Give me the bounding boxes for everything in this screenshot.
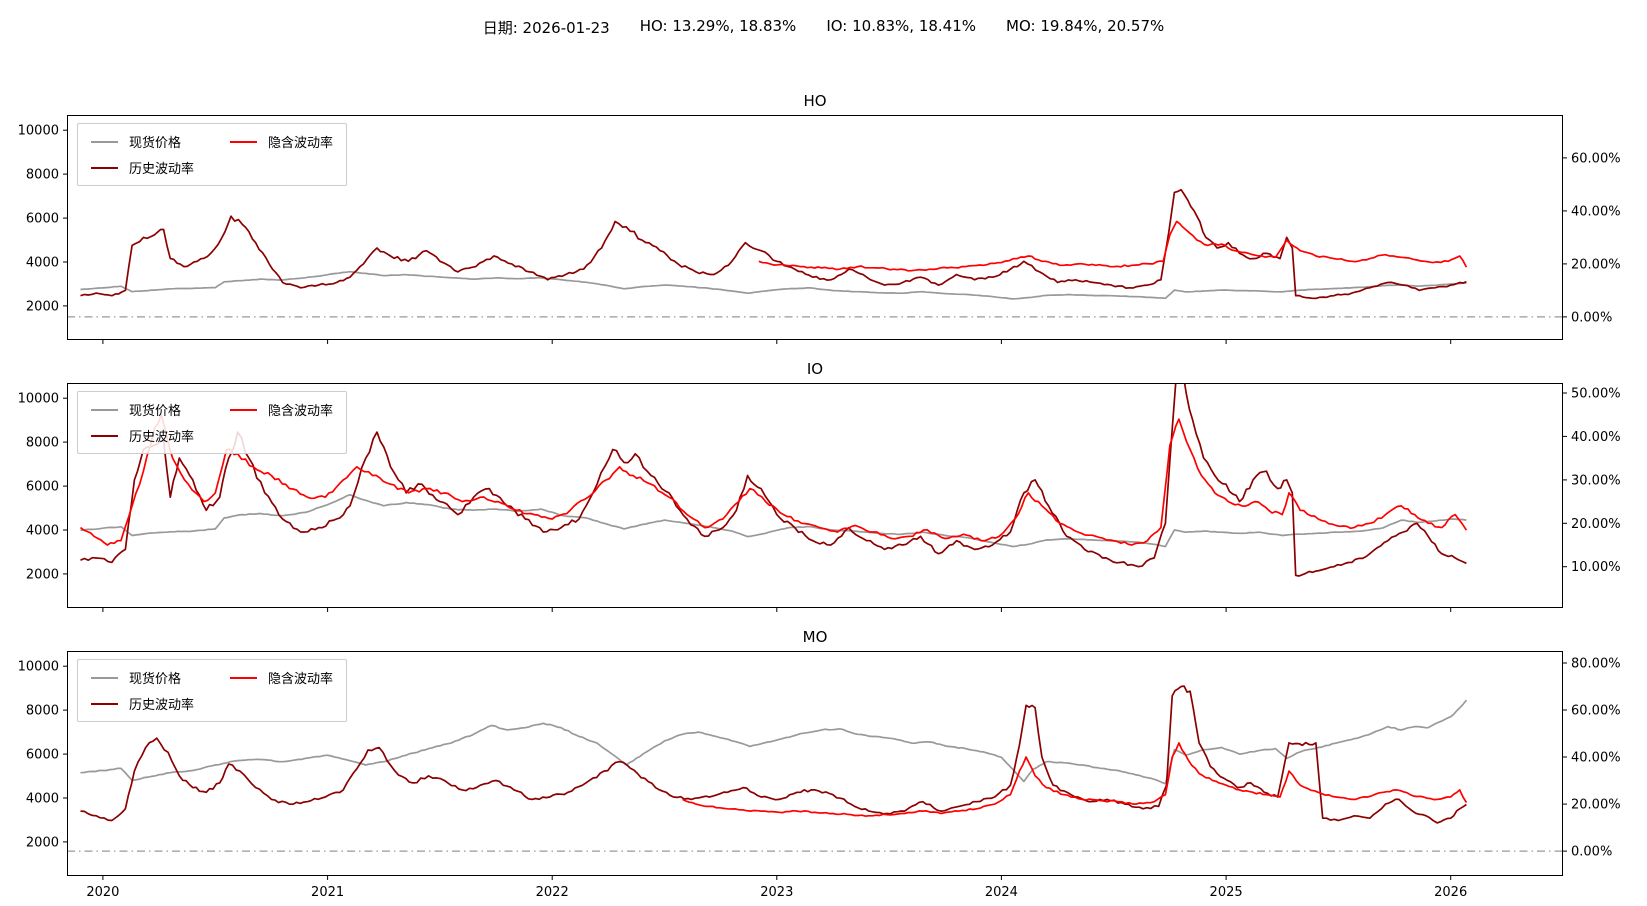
x-tick-label: 2020	[86, 885, 119, 900]
x-tick-label: 2026	[1434, 885, 1467, 900]
panel-title-ho: HO	[803, 92, 827, 110]
series-hist_vol	[80, 188, 1467, 300]
chart-mo: 2000 4000 6000 8000 10000 0.00% 20.00% 40.00% 60…	[18, 651, 1621, 900]
y-tick-label-left: 4000	[26, 524, 59, 539]
y-tick-label-right: 40.00%	[1571, 751, 1621, 766]
plot-area-mo: 2000 4000 6000 8000 10000 0.00% 20.00% 40.00% 60…	[18, 651, 1621, 900]
y-tick-label-right: 40.00%	[1571, 430, 1621, 445]
legend-item-hist_vol: 历史波动率	[91, 694, 194, 713]
legend-item-spot: 现货价格	[91, 400, 194, 419]
series-impl_vol	[79, 413, 1468, 546]
series-impl_vol	[682, 742, 1468, 817]
series-impl_vol	[758, 220, 1468, 272]
legend-item-impl_vol: 隐含波动率	[230, 668, 333, 687]
y-tick-label-right: 0.00%	[1571, 845, 1612, 860]
y-tick-label-left: 8000	[26, 168, 59, 183]
y-tick-label-left: 2000	[26, 835, 59, 850]
y-tick-label-left: 6000	[26, 480, 59, 495]
x-tick-label: 2023	[760, 885, 793, 900]
series-hist_vol	[80, 685, 1467, 824]
spot-line-swatch-icon	[91, 408, 118, 411]
y-tick-label-left: 10000	[18, 660, 59, 675]
x-tick-label: 2021	[311, 885, 344, 900]
y-tick-label-right: 60.00%	[1571, 151, 1621, 166]
y-tick-label-left: 10000	[18, 392, 59, 407]
spot-line-swatch-icon	[91, 676, 118, 679]
y-tick-label-right: 40.00%	[1571, 204, 1621, 219]
plot-area-io: 2000 4000 6000 8000 10000 10.00% 20.00% 30.00% 4…	[18, 383, 1621, 612]
ho-summary: HO: 13.29%, 18.83%	[639, 17, 797, 35]
legend-item-spot: 现货价格	[91, 132, 194, 151]
y-tick-label-left: 4000	[26, 792, 59, 807]
legend-label-hist_vol: 历史波动率	[129, 430, 195, 445]
plot-border	[67, 115, 1563, 340]
y-tick-label-right: 20.00%	[1571, 517, 1621, 532]
figure-title: 日期: 2026-01-23 HO: 13.29%, 18.83% IO: 10…	[0, 17, 1647, 38]
y-tick-label-right: 50.00%	[1571, 387, 1621, 402]
legend-label-impl_vol: 隐含波动率	[268, 404, 334, 419]
legend-label-spot: 现货价格	[129, 136, 182, 151]
y-tick-label-right: 20.00%	[1571, 257, 1621, 272]
x-tick-label: 2025	[1210, 885, 1243, 900]
series-spot	[80, 493, 1467, 548]
hist_vol-line-swatch-icon	[91, 166, 118, 169]
chart-ho: 2000 4000 6000 8000 10000 0.00% 20.00% 40.00% 60…	[18, 115, 1621, 344]
legend: 现货价格历史波动率 隐含波动率	[77, 391, 348, 454]
spot-line-swatch-icon	[91, 140, 118, 143]
impl_vol-line-swatch-icon	[230, 408, 258, 411]
impl_vol-line-swatch-icon	[230, 676, 258, 679]
mo-summary: MO: 19.84%, 20.57%	[1006, 17, 1165, 35]
panel-title-mo: MO	[802, 628, 828, 646]
series-spot	[80, 699, 1468, 785]
y-tick-label-left: 2000	[26, 567, 59, 582]
y-tick-label-right: 0.00%	[1571, 310, 1612, 325]
hist_vol-line-swatch-icon	[91, 702, 118, 705]
plot-border	[67, 651, 1563, 876]
y-tick-label-right: 80.00%	[1571, 657, 1621, 672]
plot-area-ho: 2000 4000 6000 8000 10000 0.00% 20.00% 40.00% 60…	[18, 115, 1621, 344]
y-tick-label-left: 6000	[26, 748, 59, 763]
legend-label-impl_vol: 隐含波动率	[268, 672, 334, 687]
y-tick-label-right: 30.00%	[1571, 473, 1621, 488]
legend-label-hist_vol: 历史波动率	[129, 162, 195, 177]
legend-item-impl_vol: 隐含波动率	[230, 132, 333, 151]
legend: 现货价格历史波动率 隐含波动率	[77, 659, 348, 722]
y-tick-label-left: 6000	[26, 212, 59, 227]
hist_vol-line-swatch-icon	[91, 434, 118, 437]
y-tick-label-left: 10000	[18, 124, 59, 139]
legend-item-hist_vol: 历史波动率	[91, 158, 194, 177]
legend-item-impl_vol: 隐含波动率	[230, 400, 333, 419]
legend-label-spot: 现货价格	[129, 404, 182, 419]
date-label: 日期: 2026-01-23	[482, 19, 610, 37]
legend-label-impl_vol: 隐含波动率	[268, 136, 334, 151]
legend-item-spot: 现货价格	[91, 668, 194, 687]
x-tick-label: 2024	[985, 885, 1018, 900]
series-spot	[80, 270, 1467, 300]
chart-io: 2000 4000 6000 8000 10000 10.00% 20.00% 30.00% 4…	[18, 383, 1621, 612]
y-tick-label-left: 4000	[26, 256, 59, 271]
legend-label-spot: 现货价格	[129, 672, 182, 687]
panel-title-io: IO	[806, 360, 824, 378]
legend: 现货价格历史波动率 隐含波动率	[77, 123, 348, 186]
y-tick-label-left: 8000	[26, 704, 59, 719]
y-tick-label-left: 8000	[26, 436, 59, 451]
x-tick-label: 2022	[536, 885, 569, 900]
io-summary: IO: 10.83%, 18.41%	[826, 17, 977, 35]
y-tick-label-right: 20.00%	[1571, 798, 1621, 813]
impl_vol-line-swatch-icon	[230, 140, 258, 143]
y-tick-label-right: 10.00%	[1571, 560, 1621, 575]
y-tick-label-right: 60.00%	[1571, 704, 1621, 719]
legend-item-hist_vol: 历史波动率	[91, 426, 194, 445]
plot-border	[67, 383, 1563, 608]
y-tick-label-left: 2000	[26, 299, 59, 314]
legend-label-hist_vol: 历史波动率	[129, 698, 195, 713]
